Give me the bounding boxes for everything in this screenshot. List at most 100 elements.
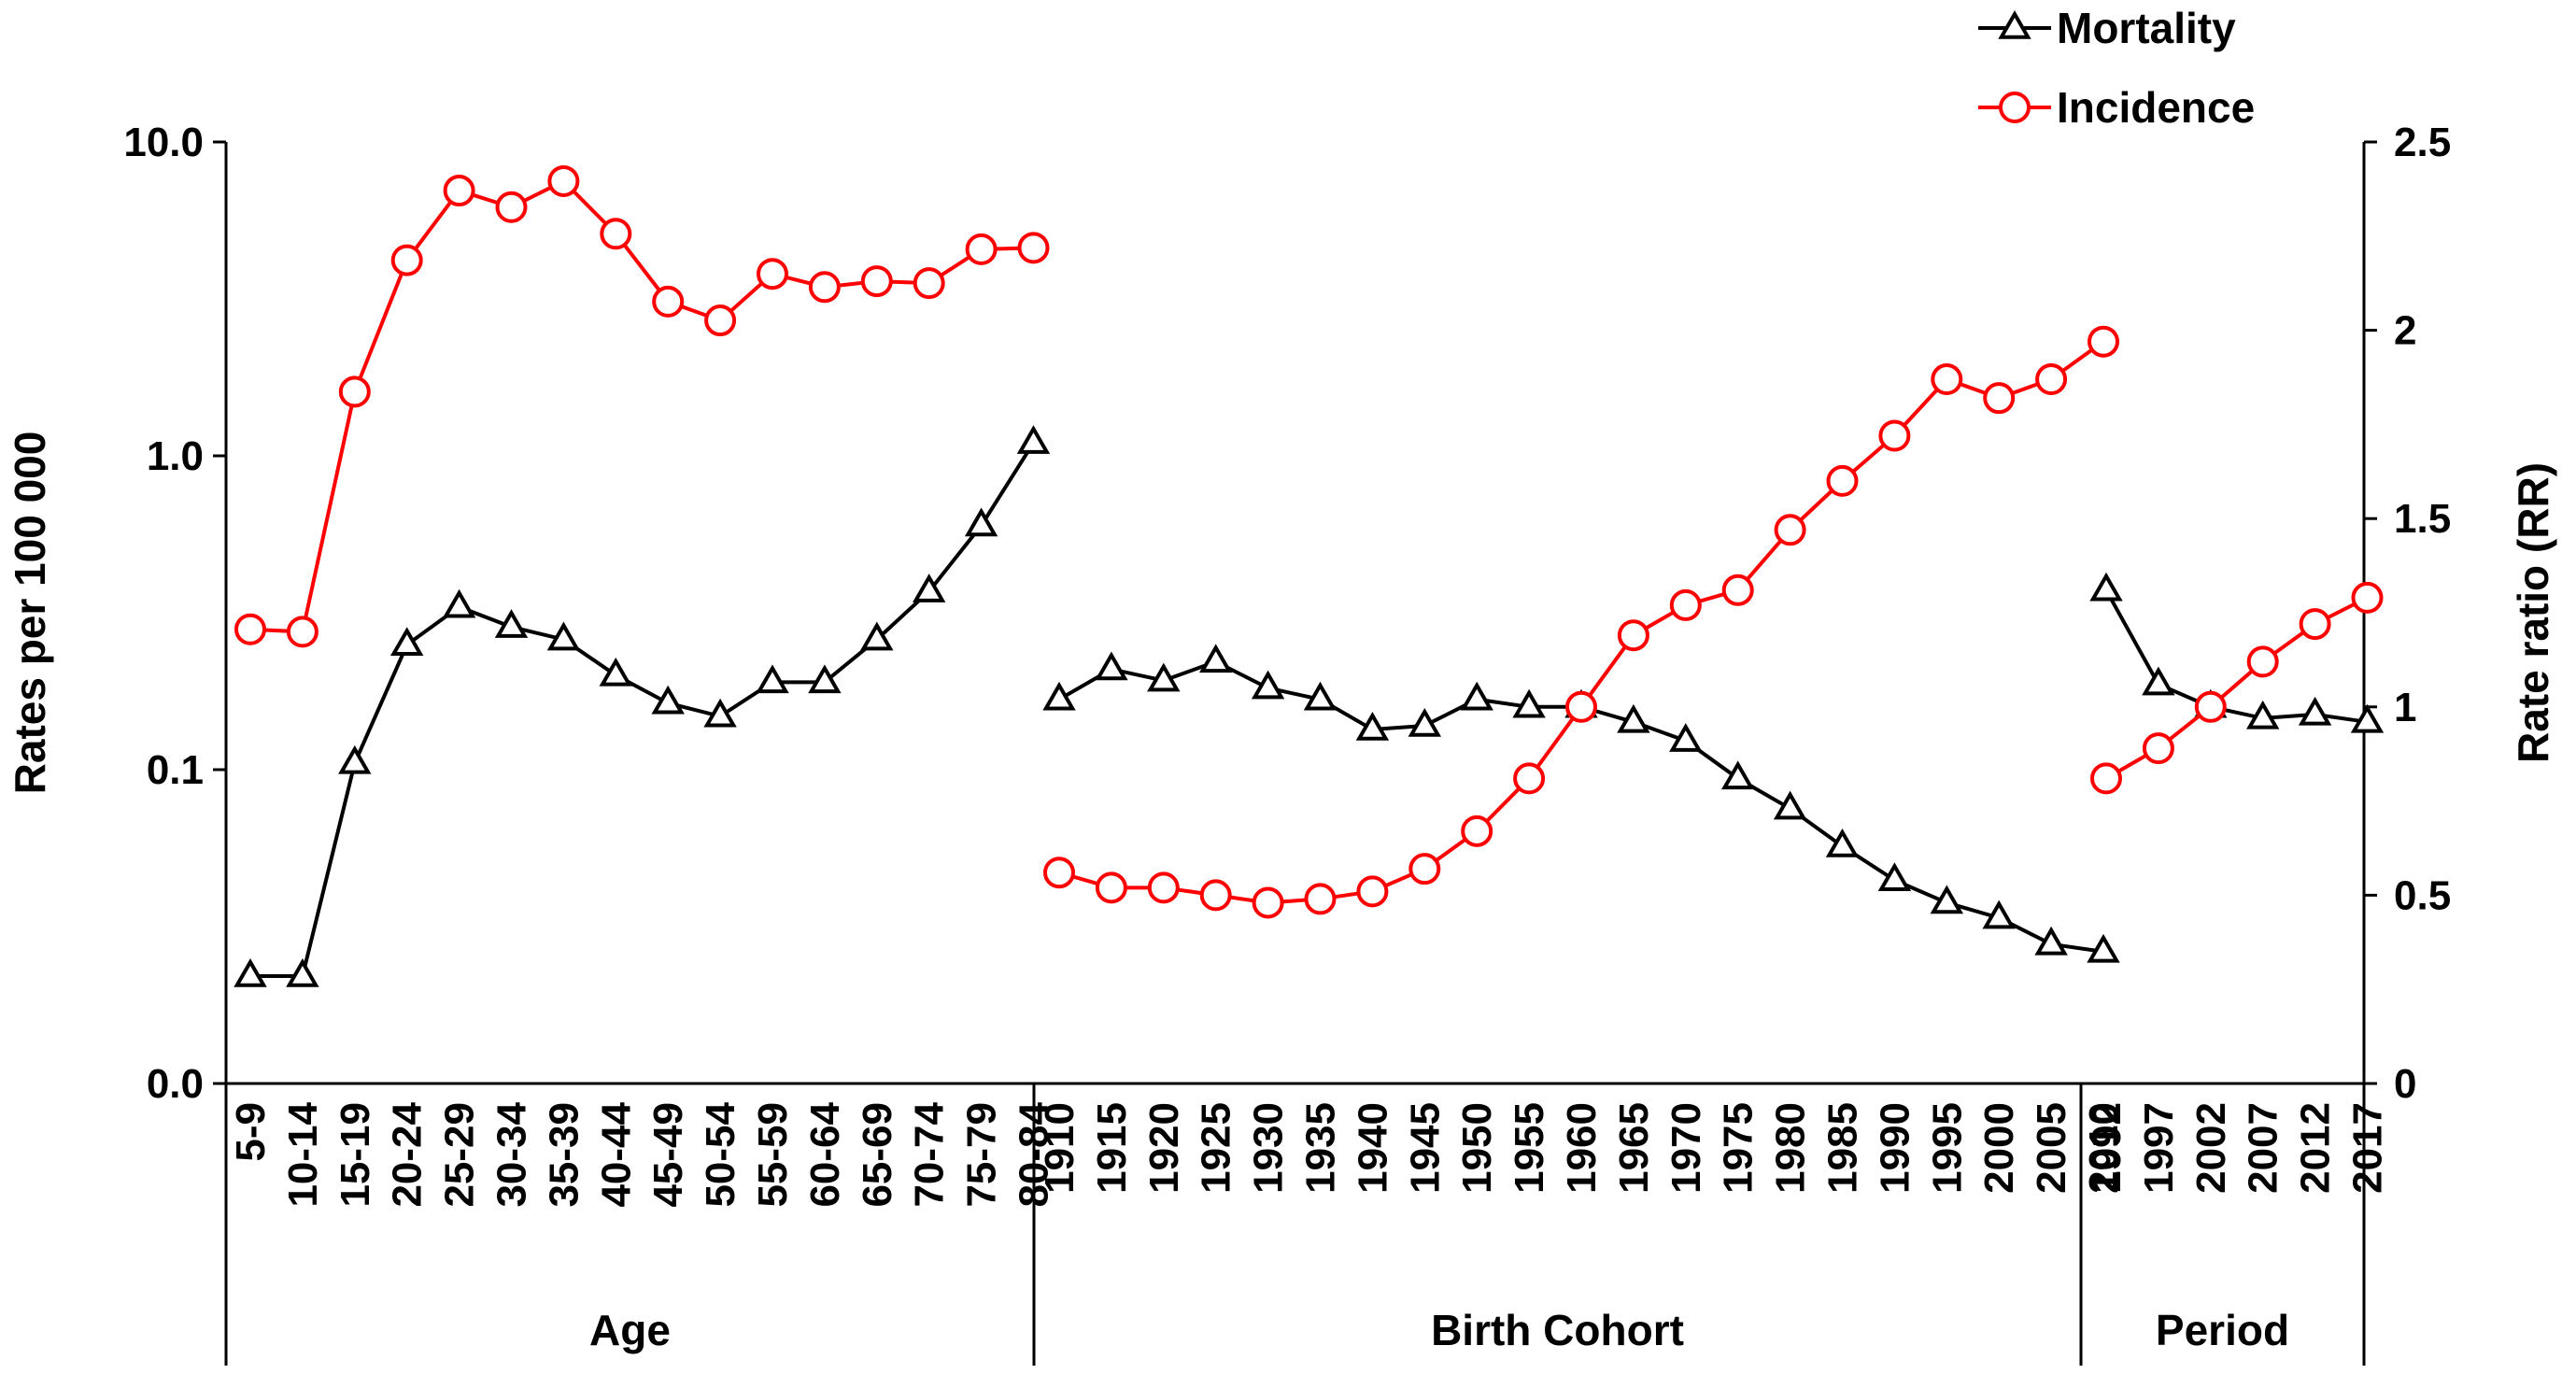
series-group	[2089, 572, 2385, 795]
x-tick-label: 1995	[1924, 1102, 1970, 1194]
data-point	[1513, 762, 1546, 795]
data-point	[1016, 425, 1051, 454]
data-point	[1877, 862, 1912, 892]
data-point	[2298, 696, 2332, 726]
y-left-tick-label: 10.0	[123, 120, 204, 165]
x-tick-label: 40-44	[593, 1101, 639, 1207]
y-left-tick-label: 1.0	[147, 433, 204, 479]
data-point	[599, 657, 633, 687]
group-label: Age	[589, 1306, 671, 1354]
data-point	[234, 613, 266, 645]
x-tick-label: 1970	[1663, 1102, 1709, 1194]
y-left-tick-label: 0.0	[147, 1061, 204, 1107]
data-point	[860, 265, 893, 298]
data-point	[2089, 572, 2123, 602]
data-point	[1461, 814, 1493, 847]
data-point	[2142, 732, 2174, 765]
x-tick-label: 1940	[1350, 1102, 1395, 1194]
data-point	[1147, 662, 1181, 692]
data-point	[965, 233, 998, 265]
x-tick-label: 55-59	[750, 1102, 796, 1208]
data-point	[2351, 581, 2384, 614]
y-right-tick-label: 0	[2394, 1061, 2416, 1107]
data-point	[1773, 790, 1807, 820]
data-point	[2090, 762, 2122, 795]
series-line	[2104, 588, 2368, 724]
y-right-tick-label: 2.5	[2394, 120, 2451, 165]
series-group	[1042, 325, 2120, 963]
x-tick-label: 1935	[1298, 1102, 1344, 1194]
data-point	[1774, 514, 1806, 546]
data-point	[1669, 723, 1703, 752]
data-point	[652, 285, 685, 318]
group-label: Period	[2156, 1306, 2289, 1354]
y-left-tick-label: 0.1	[147, 747, 204, 793]
x-tick-label: 2005	[2029, 1102, 2074, 1194]
x-tick-label: 1992	[2084, 1102, 2130, 1194]
x-tick-label: 2017	[2345, 1102, 2391, 1194]
y-axis-right-title: Rate ratio (RR)	[2509, 462, 2557, 763]
data-point	[442, 588, 476, 618]
data-point	[757, 258, 788, 290]
data-point	[1878, 419, 1911, 452]
x-tick-label: 1990	[1872, 1102, 1918, 1194]
x-tick-label: 1965	[1611, 1102, 1657, 1194]
data-point	[651, 685, 685, 715]
data-point	[1930, 885, 1964, 914]
data-point	[600, 218, 632, 250]
x-tick-label: 80-84	[1012, 1101, 1057, 1207]
x-tick-label: 20-24	[385, 1101, 431, 1207]
x-tick-label: 2010	[2081, 1102, 2127, 1194]
y-right-tick-label: 1	[2394, 685, 2416, 730]
data-point	[443, 175, 475, 207]
data-point	[1408, 707, 1442, 737]
x-tick-label: 1975	[1716, 1102, 1762, 1194]
data-point	[1199, 879, 1232, 912]
data-point	[1825, 828, 1860, 857]
data-point	[1669, 588, 1702, 621]
data-point	[1617, 703, 1650, 733]
x-tick-label: 1945	[1402, 1102, 1448, 1194]
data-point	[286, 616, 318, 648]
x-tick-label: 2002	[2188, 1102, 2234, 1194]
x-tick-label: 1910	[1037, 1102, 1083, 1194]
data-point	[1826, 464, 1859, 497]
x-tick-label: 75-79	[959, 1102, 1005, 1208]
data-point	[912, 574, 946, 602]
legend-label: Incidence	[2057, 83, 2255, 132]
x-tick-label: 1920	[1141, 1102, 1187, 1194]
series-layer	[234, 164, 2385, 987]
data-point	[2246, 645, 2279, 678]
x-tick-label: 60-64	[802, 1101, 848, 1207]
data-point	[234, 957, 267, 987]
data-point	[1043, 857, 1075, 889]
x-tick-label: 1955	[1507, 1102, 1552, 1194]
data-point	[1095, 871, 1127, 904]
x-tick-label: 45-49	[645, 1102, 691, 1208]
data-point	[494, 609, 529, 638]
legend: Mortality Incidence	[1978, 4, 2255, 132]
x-tick-label: 1985	[1820, 1102, 1866, 1194]
data-point	[1304, 883, 1337, 915]
axes-layer: 0.00.11.010.000.511.522.55-9 10-14 15-19 20…	[123, 120, 2451, 1366]
data-point	[964, 507, 998, 537]
x-tick-label: 1950	[1454, 1102, 1500, 1194]
data-point	[1512, 688, 1546, 718]
data-point	[1356, 875, 1389, 908]
x-tick-label: 1960	[1559, 1102, 1605, 1194]
series-line	[1058, 340, 2105, 905]
y-right-tick-label: 0.5	[2394, 872, 2451, 918]
data-point	[860, 621, 894, 651]
data-point	[2245, 700, 2280, 729]
data-point	[2194, 690, 2227, 723]
data-point	[808, 664, 842, 694]
data-point	[1017, 232, 1050, 264]
legend-marker	[1998, 9, 2031, 39]
x-tick-label: 2007	[2241, 1102, 2286, 1194]
x-tick-label: 35-39	[541, 1102, 587, 1208]
data-point	[1147, 871, 1180, 904]
x-tick-label: 1925	[1194, 1102, 1239, 1194]
data-point	[2350, 703, 2385, 733]
x-tick-label: 30-34	[489, 1101, 535, 1207]
data-point	[1565, 690, 1597, 723]
